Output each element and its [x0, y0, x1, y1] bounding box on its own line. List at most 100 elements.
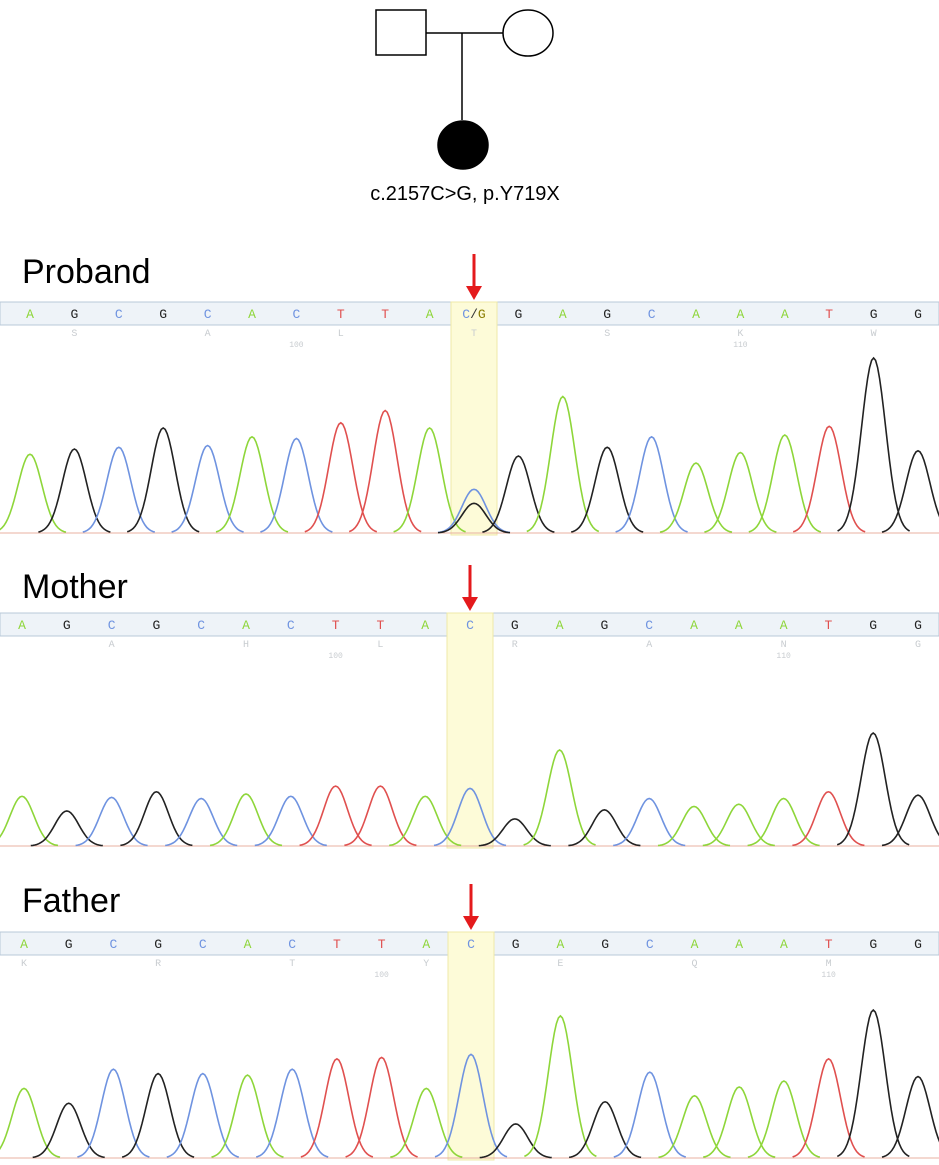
base-call: G: [152, 618, 160, 633]
position-number: 100: [374, 971, 389, 980]
base-call: C: [199, 937, 207, 952]
base-call: T: [376, 618, 384, 633]
base-call: C: [115, 307, 123, 322]
base-call: C: [108, 618, 116, 633]
base-call: G: [65, 937, 73, 952]
mother-symbol: [503, 10, 553, 56]
base-call: T: [824, 618, 832, 633]
base-call: A: [559, 307, 567, 322]
trace-peak: [748, 1081, 820, 1157]
proband-symbol: [438, 121, 488, 169]
amino-acid: L: [377, 640, 383, 651]
base-call: A: [690, 618, 698, 633]
position-number: 100: [289, 341, 304, 350]
base-call: G: [914, 937, 922, 952]
pedigree: [376, 10, 553, 169]
arrow-head: [466, 286, 482, 300]
trace-peak: [212, 1075, 284, 1157]
base-call: A: [781, 307, 789, 322]
amino-acid: S: [71, 329, 77, 340]
trace-peak: [122, 1074, 194, 1158]
base-call: T: [378, 937, 386, 952]
base-call: T: [825, 937, 833, 952]
variant-label: c.2157C>G, p.Y719X: [370, 183, 560, 205]
arrow-head: [463, 916, 479, 930]
base-call: G: [869, 937, 877, 952]
base-call: C: [646, 937, 654, 952]
amino-acid: A: [109, 640, 115, 651]
trace-peak: [31, 811, 103, 846]
base-call: A: [248, 307, 256, 322]
amino-acid: Y: [423, 959, 429, 970]
amino-acid: A: [205, 329, 211, 340]
trace-peak: [793, 1059, 865, 1157]
trace-peak: [837, 733, 909, 845]
trace-peak: [38, 449, 110, 532]
trace-peak: [167, 1074, 239, 1158]
trace-peak: [703, 804, 775, 845]
trace-peak: [83, 447, 155, 532]
base-call: A: [242, 618, 250, 633]
trace-peak: [882, 1077, 939, 1158]
trace-peak: [349, 411, 421, 532]
base-call: A: [556, 618, 564, 633]
base-call: A: [244, 937, 252, 952]
trace-peak: [165, 799, 237, 846]
base-call: A: [735, 618, 743, 633]
arrow-head: [462, 597, 478, 611]
trace-peak: [120, 792, 192, 846]
trace-peak: [660, 463, 732, 532]
amino-acid: H: [243, 640, 249, 651]
trace-peak: [255, 796, 327, 845]
highlight-column: [448, 932, 494, 1160]
base-call: A: [26, 307, 34, 322]
canvas: c.2157C>G, p.Y719X ProbandAGSCGCAAC100TL…: [0, 0, 939, 1165]
trace-peak: [260, 439, 332, 533]
trace-peak: [0, 1088, 60, 1157]
base-call: G: [514, 307, 522, 322]
base-call: G: [600, 618, 608, 633]
base-call: C: [466, 618, 474, 633]
base-call: A: [422, 937, 430, 952]
base-call: T: [381, 307, 389, 322]
amino-acid: A: [646, 640, 652, 651]
base-call: A: [780, 937, 788, 952]
panel-title: Proband: [22, 253, 151, 291]
trace-peak: [703, 1087, 775, 1157]
base-call: A: [556, 937, 564, 952]
panel-title: Mother: [22, 568, 128, 606]
base-call-part: /: [470, 307, 478, 322]
amino-acid: M: [826, 959, 832, 970]
trace-peak: [33, 1103, 105, 1157]
trace-peak: [216, 437, 288, 532]
amino-acid: L: [338, 329, 344, 340]
base-call: G: [154, 937, 162, 952]
trace-peak: [616, 437, 688, 532]
base-call: C: [109, 937, 117, 952]
amino-acid: G: [915, 640, 921, 651]
trace-peak: [172, 446, 244, 533]
base-call: G: [869, 618, 877, 633]
trace-peak: [659, 1096, 731, 1158]
base-call: A: [421, 618, 429, 633]
highlight-column: [447, 613, 493, 848]
position-number: 110: [733, 341, 748, 350]
base-call: T: [332, 618, 340, 633]
base-call: G: [914, 307, 922, 322]
base-call: C: [292, 307, 300, 322]
figure: c.2157C>G, p.Y719X ProbandAGSCGCAAC100TL…: [0, 0, 939, 1165]
amino-acid: S: [604, 329, 610, 340]
trace-peak: [749, 435, 821, 532]
amino-acid: K: [21, 959, 27, 970]
amino-acid: N: [781, 640, 787, 651]
base-call: G: [511, 618, 519, 633]
base-call: T: [333, 937, 341, 952]
trace-peak: [344, 786, 416, 845]
base-call: C: [287, 618, 295, 633]
trace-peak: [568, 810, 640, 846]
amino-acid: T: [289, 959, 295, 970]
base-call: C: [204, 307, 212, 322]
base-call: G: [512, 937, 520, 952]
base-call: G: [63, 618, 71, 633]
base-call: A: [426, 307, 434, 322]
